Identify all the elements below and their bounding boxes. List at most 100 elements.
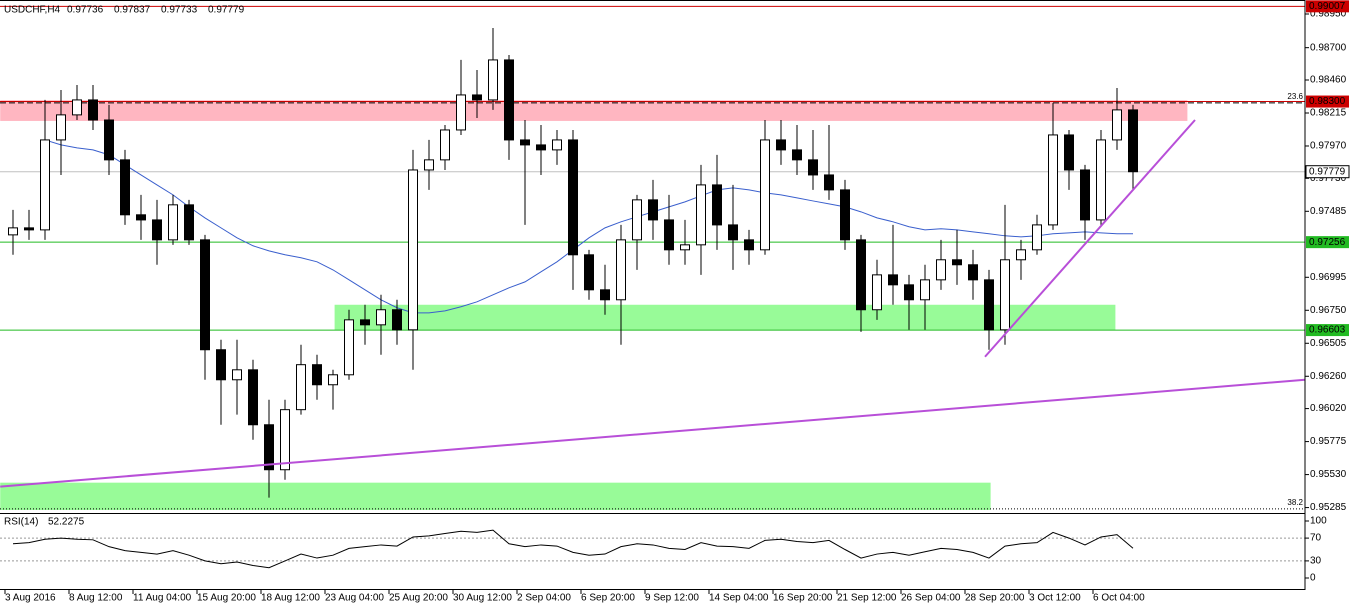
zone	[334, 304, 1116, 330]
candle-body	[776, 139, 786, 151]
plot-layer: 23.6 38.2	[0, 5, 1306, 569]
y-tick-label: 0.95285	[1310, 502, 1347, 513]
candle-body	[1112, 109, 1122, 141]
y-tick-label: 0.96020	[1310, 403, 1347, 414]
x-tick-label: 6 Sep 20:00	[581, 593, 635, 604]
candle-body	[760, 139, 770, 251]
candle-body	[920, 279, 930, 301]
candle-body	[648, 199, 658, 221]
candle-body	[792, 149, 802, 161]
rsi-label: RSI(14)	[4, 517, 38, 528]
candle-body	[952, 259, 962, 266]
candle-body	[232, 369, 242, 381]
zone	[0, 100, 1188, 121]
candle-body	[440, 129, 450, 161]
x-tick-label: 21 Sep 12:00	[837, 593, 897, 604]
candle-body	[888, 274, 898, 286]
rsi-y-tick-label: 70	[1310, 533, 1322, 544]
level-price-label: 0.99007	[1309, 1, 1346, 12]
candle-body	[616, 239, 626, 301]
trendline	[984, 119, 1196, 358]
fib-label: 38.2	[1287, 498, 1303, 507]
candle-body	[1080, 169, 1090, 221]
candle-body	[536, 144, 546, 151]
candle-body	[680, 244, 690, 251]
y-tick-label: 0.97970	[1310, 141, 1347, 152]
x-tick-label: 14 Sep 04:00	[709, 593, 769, 604]
x-tick-label: 23 Aug 04:00	[325, 593, 384, 604]
y-tick-label: 0.97730	[1310, 173, 1347, 184]
x-tick-label: 28 Sep 20:00	[965, 593, 1025, 604]
candle-body	[872, 274, 882, 311]
candle-body	[136, 214, 146, 221]
x-tick-label: 9 Sep 12:00	[645, 593, 699, 604]
y-tick-label: 0.97485	[1310, 206, 1347, 217]
candle-body	[216, 349, 226, 381]
candle-body	[72, 99, 82, 116]
x-tick-label: 8 Aug 12:00	[69, 593, 123, 604]
rsi-line	[12, 529, 1134, 569]
candle-body	[200, 239, 210, 351]
rsi-value: 52.2275	[48, 517, 85, 528]
x-tick-label: 3 Oct 12:00	[1029, 593, 1081, 604]
candle-body	[152, 219, 162, 241]
moving-average	[44, 139, 1133, 314]
candle-body	[168, 204, 178, 241]
y-tick-label: 0.96260	[1310, 371, 1347, 382]
candle-body	[456, 94, 466, 131]
candle-body	[88, 99, 98, 121]
candle-body	[264, 424, 274, 471]
candle-body	[984, 279, 994, 331]
level-price-box	[1306, 95, 1349, 108]
candle-body	[520, 139, 530, 146]
candle-body	[248, 369, 258, 426]
candle-body	[568, 139, 578, 256]
candle-body	[328, 374, 338, 386]
zone	[0, 482, 991, 510]
candle-body	[376, 309, 386, 326]
candle-body	[312, 364, 322, 386]
candle-body	[552, 139, 562, 151]
x-tick-label: 16 Sep 20:00	[773, 593, 833, 604]
candle-body	[1000, 259, 1010, 331]
candle-body	[40, 139, 50, 231]
candle-body	[280, 409, 290, 471]
candle-body	[488, 59, 498, 101]
bar-close: 0.97779	[208, 5, 245, 16]
candle-body	[904, 284, 914, 301]
level-price-box	[1306, 236, 1349, 249]
candle-body	[120, 159, 130, 216]
candle-body	[1048, 134, 1058, 226]
current-price-box	[1305, 165, 1350, 179]
candle-body	[1096, 139, 1106, 221]
candle-body	[808, 159, 818, 176]
x-tick-label: 30 Aug 12:00	[453, 593, 512, 604]
y-tick-label: 0.95775	[1310, 436, 1347, 447]
x-tick-label: 26 Sep 04:00	[901, 593, 961, 604]
rsi-y-tick-label: 0	[1310, 573, 1316, 584]
y-tick-label: 0.96750	[1310, 305, 1347, 316]
x-tick-label: 25 Aug 20:00	[389, 593, 448, 604]
x-tick-label: 18 Aug 12:00	[261, 593, 320, 604]
candle-body	[8, 227, 18, 236]
candle-body	[856, 239, 866, 311]
candle-body	[1128, 109, 1138, 173]
candle-body	[56, 114, 66, 141]
candle-body	[408, 169, 418, 331]
candle-body	[360, 319, 370, 326]
y-tick-label: 0.98700	[1310, 42, 1347, 53]
candle-body	[104, 119, 114, 161]
fib-label: 23.6	[1287, 92, 1303, 101]
candle-body	[728, 224, 738, 241]
candle-body	[24, 227, 34, 231]
symbol: USDCHF,H4	[4, 5, 61, 16]
bar-open: 0.97736	[67, 5, 104, 16]
y-tick-label: 0.96995	[1310, 272, 1347, 283]
candle-body	[968, 264, 978, 281]
candle-body	[824, 174, 834, 191]
trendline	[0, 378, 1306, 488]
candle-body	[1032, 224, 1042, 251]
candle-body	[296, 364, 306, 411]
candle-body	[696, 184, 706, 246]
x-tick-label: 6 Oct 04:00	[1093, 593, 1145, 604]
